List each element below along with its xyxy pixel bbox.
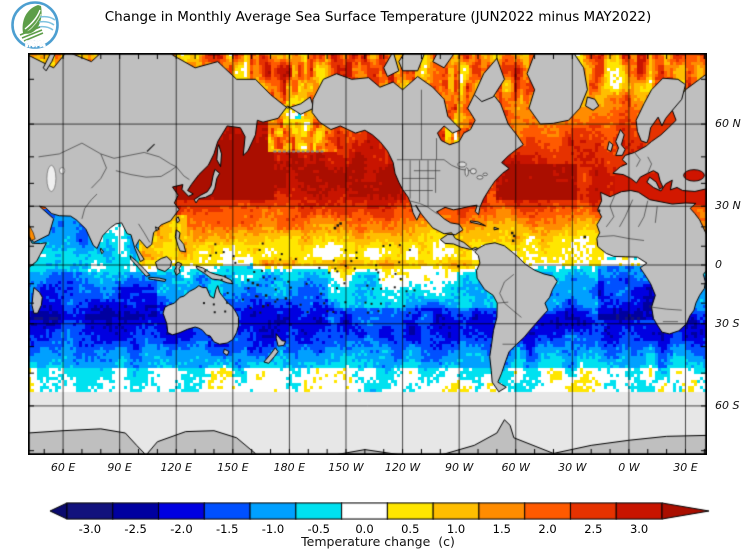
lat-label: 30 S [715, 316, 740, 330]
colorbar-tick: -0.5 [307, 522, 330, 536]
world-sst-map [28, 53, 707, 455]
colorbar-tick: -1.5 [215, 522, 239, 536]
colorbar-tick: 0.0 [355, 522, 374, 536]
logo-text: สสน [25, 37, 46, 50]
agency-logo: สสน [11, 1, 59, 50]
lat-label: 60 S [715, 398, 740, 412]
colorbar-tick: -2.0 [170, 522, 193, 536]
lon-label: 60 E [50, 461, 76, 474]
figure-title: Change in Monthly Average Sea Surface Te… [104, 9, 652, 25]
lat-label: 30 N [715, 199, 741, 213]
lon-label: 30 E [673, 461, 698, 474]
lon-label: 120 W [384, 461, 421, 474]
lat-label: 60 N [715, 117, 741, 131]
colorbar-tick: 3.0 [629, 522, 649, 536]
lat-label: 0 [715, 258, 722, 271]
lon-label: 90 E [107, 461, 132, 474]
colorbar-tick: -2.5 [124, 522, 147, 536]
colorbar-caption: Temperature change (c) [301, 534, 455, 549]
lon-label: 180 E [273, 461, 306, 474]
lon-label: 30 W [558, 461, 587, 474]
lon-label: 120 E [160, 461, 192, 474]
logo-stems [19, 26, 44, 42]
lon-label: 150 W [328, 461, 364, 474]
lon-label: 150 E [217, 461, 249, 474]
lon-label: 90 W [444, 461, 474, 474]
colorbar [48, 502, 712, 520]
lon-label: 0 W [618, 461, 640, 474]
colorbar-tick: 2.0 [538, 522, 557, 536]
colorbar-tick: 1.0 [446, 522, 466, 536]
colorbar-tick: 2.5 [584, 522, 603, 536]
lon-label: 60 W [501, 461, 530, 474]
logo-leaf-vein [24, 9, 41, 30]
colorbar-tick: -1.0 [261, 522, 285, 536]
colorbar-tick: -3.0 [78, 522, 102, 536]
colorbar-tick: 1.5 [492, 522, 511, 536]
colorbar-tick: 0.5 [401, 522, 420, 536]
